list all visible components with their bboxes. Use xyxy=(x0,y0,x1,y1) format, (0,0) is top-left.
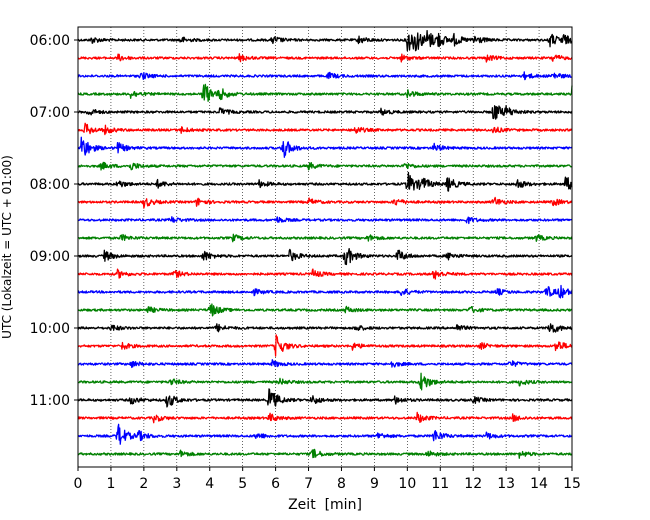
y-tick-label: 08:00 xyxy=(30,177,70,193)
seismogram-trace xyxy=(77,323,573,333)
seismogram-trace xyxy=(77,171,573,192)
seismogram-trace xyxy=(77,53,573,63)
seismogram-trace xyxy=(77,423,573,445)
x-axis-ticks: 0 1 2 3 4 5 6 7 8 9 10 11 12 13 14 15 xyxy=(74,467,581,492)
x-tick-label: 11 xyxy=(431,476,449,492)
seismogram-trace xyxy=(77,248,573,266)
x-tick-label: 3 xyxy=(172,476,181,492)
y-axis-ticks: 06:00 07:00 08:00 09:00 10:00 11:00 xyxy=(30,33,78,409)
seismogram-trace xyxy=(77,284,573,299)
x-tick-label: 1 xyxy=(106,476,115,492)
y-tick-label: 07:00 xyxy=(30,105,70,121)
seismogram-trace xyxy=(77,196,573,209)
x-tick-label: 15 xyxy=(563,476,581,492)
x-tick-label: 0 xyxy=(74,476,83,492)
seismogram-trace xyxy=(77,448,573,459)
seismogram-trace xyxy=(77,104,573,120)
x-tick-label: 10 xyxy=(398,476,416,492)
seismogram-trace xyxy=(77,388,573,408)
x-tick-label: 4 xyxy=(205,476,214,492)
x-tick-label: 7 xyxy=(304,476,313,492)
x-tick-label: 5 xyxy=(238,476,247,492)
x-tick-label: 12 xyxy=(464,476,482,492)
x-gridlines xyxy=(110,27,540,467)
y-tick-label: 06:00 xyxy=(30,33,70,49)
seismogram-trace xyxy=(77,303,573,317)
seismogram-trace xyxy=(77,122,573,136)
seismogram-trace xyxy=(77,71,573,81)
seismogram-trace xyxy=(77,411,573,424)
y-axis-label: UTC (Lokalzeit = UTC + 01:00) xyxy=(0,155,14,339)
seismogram-trace xyxy=(77,268,573,280)
y-tick-label: 09:00 xyxy=(30,249,70,265)
y-tick-label: 10:00 xyxy=(30,321,70,337)
seismogram-trace xyxy=(77,216,573,225)
trace-series xyxy=(77,29,573,459)
seismogram-trace xyxy=(77,372,573,391)
x-axis-label: Zeit [min] xyxy=(288,497,362,513)
x-tick-label: 14 xyxy=(530,476,548,492)
seismogram-trace xyxy=(77,29,573,52)
x-tick-label: 6 xyxy=(271,476,280,492)
seismogram-trace xyxy=(77,233,573,243)
seismogram-trace xyxy=(77,136,573,158)
seismogram-trace xyxy=(77,334,573,357)
x-tick-label: 9 xyxy=(370,476,379,492)
seismogram-trace xyxy=(77,161,573,171)
plot-frame xyxy=(77,26,573,468)
y-tick-label: 11:00 xyxy=(30,393,70,409)
x-tick-label: 13 xyxy=(497,476,515,492)
x-tick-label: 2 xyxy=(139,476,148,492)
seismogram-trace xyxy=(77,83,573,102)
seismogram-trace xyxy=(77,359,573,369)
x-tick-label: 8 xyxy=(337,476,346,492)
